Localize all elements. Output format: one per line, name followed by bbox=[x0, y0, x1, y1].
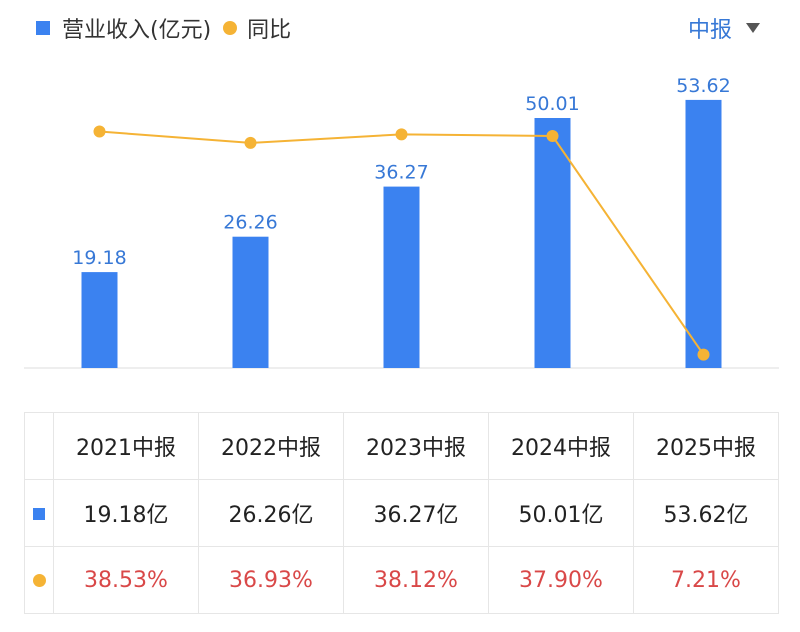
bar-value-label: 36.27 bbox=[374, 162, 428, 184]
revenue-cell: 36.27亿 bbox=[343, 479, 489, 547]
table-header-cell: 2021中报 bbox=[53, 412, 199, 480]
table-header-row: 2021中报 2022中报 2023中报 2024中报 2025中报 bbox=[24, 412, 779, 480]
yoy-cell: 36.93% bbox=[198, 546, 344, 614]
yoy-cell: 38.53% bbox=[53, 546, 199, 614]
table-corner-cell bbox=[24, 412, 54, 480]
bars-layer bbox=[81, 99, 722, 369]
revenue-yoy-chart: 19.18 26.26 36.27 50.01 53.62 bbox=[24, 75, 779, 369]
yoy-row-marker bbox=[24, 546, 54, 614]
table-header-cell: 2025中报 bbox=[633, 412, 779, 480]
yoy-point bbox=[93, 125, 106, 138]
revenue-bar bbox=[383, 186, 420, 368]
yoy-cell: 7.21% bbox=[633, 546, 779, 614]
bar-value-labels: 19.18 26.26 36.27 50.01 53.62 bbox=[72, 75, 730, 269]
yoy-line-layer bbox=[93, 125, 710, 361]
revenue-bar bbox=[232, 236, 269, 368]
yoy-point bbox=[697, 348, 710, 361]
legend-yoy-label: 同比 bbox=[247, 18, 292, 43]
square-icon bbox=[33, 507, 45, 520]
data-table: 2021中报 2022中报 2023中报 2024中报 2025中报 19.18… bbox=[24, 412, 779, 614]
yoy-point bbox=[395, 128, 408, 141]
yoy-point bbox=[546, 130, 559, 142]
bar-value-label: 53.62 bbox=[676, 75, 730, 97]
period-selector[interactable]: 中报 bbox=[687, 14, 760, 43]
table-header-cell: 2024中报 bbox=[488, 412, 634, 480]
bar-value-label: 26.26 bbox=[223, 212, 277, 234]
yoy-cell: 37.90% bbox=[488, 546, 634, 614]
yoy-cell: 38.12% bbox=[343, 546, 489, 614]
period-selector-value: 中报 bbox=[687, 18, 732, 43]
revenue-cell: 26.26亿 bbox=[198, 479, 344, 547]
table-row-yoy: 38.53% 36.93% 38.12% 37.90% 7.21% bbox=[24, 546, 779, 614]
revenue-cell: 50.01亿 bbox=[488, 479, 634, 547]
legend-revenue-label: 营业收入(亿元) bbox=[62, 18, 212, 43]
revenue-cell: 19.18亿 bbox=[53, 479, 199, 547]
table-header-cell: 2022中报 bbox=[198, 412, 344, 480]
yoy-point bbox=[244, 136, 257, 149]
dot-icon bbox=[32, 573, 46, 587]
legend-yoy-swatch bbox=[223, 21, 238, 35]
bar-value-label: 19.18 bbox=[72, 247, 126, 269]
caret-down-icon bbox=[746, 23, 760, 33]
chart-legend: 营业收入(亿元) 同比 bbox=[36, 14, 292, 43]
legend-revenue-swatch bbox=[36, 21, 50, 35]
revenue-bar bbox=[685, 99, 722, 369]
revenue-row-marker bbox=[24, 479, 54, 547]
revenue-cell: 53.62亿 bbox=[633, 479, 779, 547]
revenue-bar bbox=[81, 272, 118, 368]
table-header-cell: 2023中报 bbox=[343, 412, 489, 480]
revenue-bar bbox=[534, 118, 571, 368]
bar-value-label: 50.01 bbox=[525, 93, 579, 115]
table-row-revenue: 19.18亿 26.26亿 36.27亿 50.01亿 53.62亿 bbox=[24, 479, 779, 547]
